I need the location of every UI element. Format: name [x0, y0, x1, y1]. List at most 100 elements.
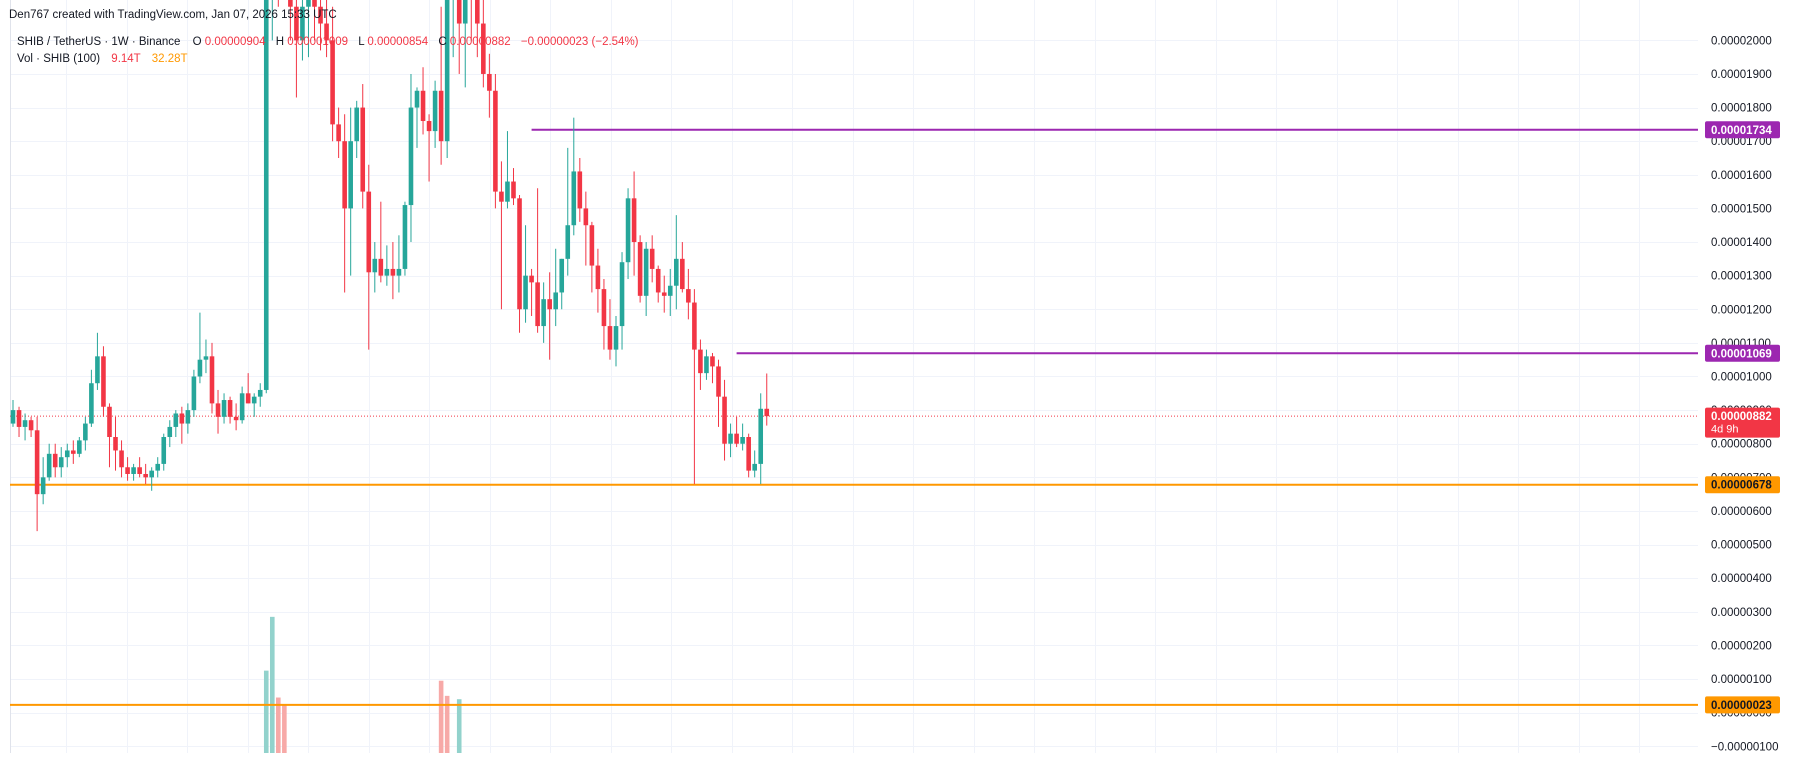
candle-body	[402, 205, 408, 269]
price-label-bg	[1705, 344, 1780, 362]
candle-body	[233, 416, 239, 421]
candle	[107, 403, 112, 468]
price-label: 0.00000023	[1705, 696, 1780, 714]
legend-header: Den767 created with TradingView.com, Jan…	[9, 9, 639, 65]
candle	[674, 215, 679, 310]
candle	[191, 369, 197, 417]
candle-body	[686, 289, 691, 303]
candle	[517, 194, 522, 333]
candle-body	[330, 40, 335, 125]
candle	[704, 349, 709, 380]
price-axis[interactable]: 0.00002000 0.00001900 0.00001800 0.00001700…	[1704, 0, 1793, 753]
candle	[438, 6, 444, 165]
candle-body	[722, 396, 727, 444]
candle-body	[137, 467, 142, 474]
candle	[215, 389, 221, 434]
candle	[167, 420, 173, 448]
price-tick-label: 0.00001700	[1711, 136, 1772, 148]
candle	[746, 433, 751, 478]
price-label-text: 0.00000882	[1711, 411, 1772, 423]
candle	[553, 248, 558, 327]
candle	[245, 373, 251, 404]
candle	[257, 383, 263, 407]
candle-body	[565, 225, 571, 259]
candle-body	[215, 403, 221, 417]
price-label-text: 0.00000023	[1711, 700, 1772, 712]
candle	[420, 67, 426, 135]
candle-body	[680, 258, 685, 290]
candle-body	[89, 383, 94, 424]
candle	[77, 437, 82, 458]
level-lines[interactable]	[10, 128, 1698, 706]
volume-bar	[282, 704, 287, 753]
candle-body	[28, 420, 34, 431]
candle	[667, 268, 673, 316]
candle	[481, 0, 486, 88]
candle-body	[462, 0, 468, 24]
candle	[161, 433, 167, 471]
candle-body	[710, 356, 715, 367]
candle	[378, 201, 384, 283]
price-tick-label: −0.00000100	[1711, 741, 1778, 753]
candle-body	[16, 410, 22, 427]
candle	[221, 393, 227, 424]
volume-ma-value: 32.28T	[152, 53, 188, 65]
candle	[444, 0, 450, 158]
candle-body	[390, 268, 396, 276]
candle	[583, 191, 589, 266]
symbol-name[interactable]: SHIB / TetherUS · 1W · Binance	[17, 36, 180, 48]
candle-body	[34, 430, 40, 495]
candle-body	[40, 477, 46, 495]
candle-body	[46, 453, 52, 478]
candle-body	[22, 420, 28, 427]
candle-body	[83, 423, 88, 441]
candle-body	[58, 457, 64, 468]
candle-body	[179, 413, 185, 424]
candle-body	[306, 0, 311, 7]
price-tick-label: 0.00000200	[1711, 640, 1772, 652]
candle	[649, 235, 655, 283]
candle	[348, 107, 353, 276]
candle	[300, 0, 305, 61]
candle	[71, 440, 76, 464]
candle	[414, 87, 420, 148]
volume-label[interactable]: Vol · SHIB (100)	[17, 53, 100, 65]
candle-body	[251, 396, 257, 404]
candle-body	[52, 453, 58, 468]
candle-body	[125, 467, 130, 474]
candle-body	[698, 349, 703, 374]
price-label: 0.00001734	[1705, 121, 1780, 139]
candle	[372, 242, 378, 293]
price-tick-label: 0.00000600	[1711, 506, 1772, 518]
candle	[475, 0, 480, 58]
candle	[752, 450, 757, 478]
candle-body	[577, 171, 583, 209]
candle	[10, 400, 16, 427]
candle	[131, 463, 136, 481]
candle-body	[752, 463, 757, 471]
high-value: 0.00001009	[287, 36, 348, 48]
candle-body	[456, 0, 462, 24]
candle-body	[475, 0, 480, 24]
candle	[28, 416, 34, 438]
candle-body	[408, 107, 414, 206]
candle	[637, 235, 643, 303]
candle	[631, 171, 637, 276]
candle-body	[354, 107, 360, 142]
candle	[318, 0, 323, 51]
candle-body	[312, 0, 317, 7]
candle-body	[535, 282, 540, 327]
candle	[432, 80, 438, 148]
candle	[179, 406, 185, 444]
price-label-text: 0.00001734	[1711, 125, 1772, 137]
price-tick-label: 0.00000800	[1711, 439, 1772, 451]
candle	[342, 114, 347, 293]
candle	[456, 0, 462, 74]
high-label: H	[276, 36, 284, 48]
candle-body	[167, 426, 173, 437]
close-value: 0.00000882	[450, 36, 511, 48]
candle-body	[384, 268, 390, 276]
